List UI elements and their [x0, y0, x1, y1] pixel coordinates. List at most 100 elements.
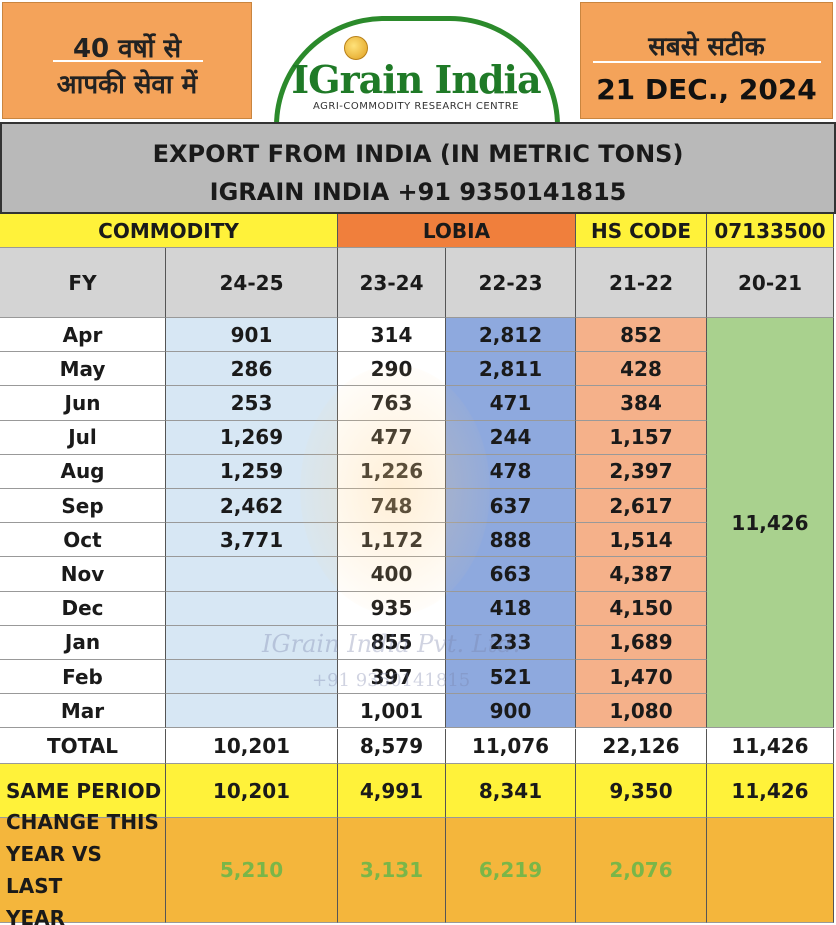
- page-subtitle: IGRAIN INDIA +91 9350141815: [209, 178, 627, 206]
- same-period-cell: 10,201: [166, 764, 338, 818]
- total-cell: 11,426: [707, 729, 834, 764]
- table-cell: 2,397: [576, 454, 707, 489]
- table-cell: 478: [446, 454, 576, 489]
- year-header-22-23: 22-23: [446, 248, 576, 318]
- change-cell: 2,076: [576, 818, 707, 923]
- table-cell: 888: [446, 523, 576, 558]
- table-cell: 1,157: [576, 420, 707, 455]
- change-label-line: YEAR: [6, 906, 66, 925]
- month-label-sep: Sep: [0, 489, 166, 524]
- total-cell: 11,076: [446, 729, 576, 764]
- total-cell: 8,579: [338, 729, 446, 764]
- table-cell: 1,514: [576, 523, 707, 558]
- report-date: 21 DEC., 2024: [596, 73, 817, 106]
- month-label-feb: Feb: [0, 660, 166, 695]
- divider: [53, 60, 203, 62]
- title-band: EXPORT FROM INDIA (IN METRIC TONS) IGRAI…: [0, 122, 836, 214]
- change-cell: 5,210: [166, 818, 338, 923]
- table-cell: 314: [338, 318, 446, 353]
- table-cell: 521: [446, 660, 576, 695]
- fy-header: FY: [0, 248, 166, 318]
- change-cell: [707, 818, 834, 923]
- table-cell: 1,172: [338, 523, 446, 558]
- commodity-value: LOBIA: [338, 214, 576, 248]
- year-header-20-21: 20-21: [707, 248, 834, 318]
- page-title: EXPORT FROM INDIA (IN METRIC TONS): [152, 140, 684, 168]
- table-cell: [166, 660, 338, 695]
- table-cell: 233: [446, 625, 576, 660]
- table-cell: 253: [166, 386, 338, 421]
- table-cell: 763: [338, 386, 446, 421]
- table-cell: 4,150: [576, 591, 707, 626]
- table-cell: 637: [446, 489, 576, 524]
- total-label: TOTAL: [0, 729, 166, 764]
- change-cell: 6,219: [446, 818, 576, 923]
- table-cell: [166, 625, 338, 660]
- table-cell: [166, 694, 338, 729]
- same-period-cell: 9,350: [576, 764, 707, 818]
- total-cell: 22,126: [576, 729, 707, 764]
- table-cell: 471: [446, 386, 576, 421]
- table-cell: 397: [338, 660, 446, 695]
- table-cell: 400: [338, 557, 446, 592]
- hs-code-label: HS CODE: [576, 214, 707, 248]
- table-cell: 1,470: [576, 660, 707, 695]
- commodity-label: COMMODITY: [0, 214, 338, 248]
- same-period-label: SAME PERIOD: [0, 764, 166, 818]
- table-cell: 901: [166, 318, 338, 353]
- table-cell: 290: [338, 352, 446, 387]
- month-label-dec: Dec: [0, 591, 166, 626]
- table-cell: 1,226: [338, 454, 446, 489]
- table-cell: 4,387: [576, 557, 707, 592]
- year-header-21-22: 21-22: [576, 248, 707, 318]
- table-cell: 1,689: [576, 625, 707, 660]
- service-banner: 40 वर्षो से आपकी सेवा में: [2, 2, 252, 119]
- table-cell: 1,259: [166, 454, 338, 489]
- fy-20-21-total-cell: 11,426: [707, 318, 834, 729]
- change-cell: 3,131: [338, 818, 446, 923]
- total-cell: 10,201: [166, 729, 338, 764]
- table-cell: [166, 591, 338, 626]
- change-label-line: CHANGE THIS: [6, 810, 159, 834]
- table-cell: 1,001: [338, 694, 446, 729]
- month-label-jan: Jan: [0, 625, 166, 660]
- table-cell: 2,812: [446, 318, 576, 353]
- table-cell: 900: [446, 694, 576, 729]
- month-label-aug: Aug: [0, 454, 166, 489]
- header: 40 वर्षो से आपकी सेवा में IGrain India A…: [0, 0, 836, 126]
- accuracy-line: सबसे सटीक: [648, 32, 765, 62]
- service-line-2: आपकी सेवा में: [56, 70, 198, 100]
- table-cell: 2,811: [446, 352, 576, 387]
- year-header-24-25: 24-25: [166, 248, 338, 318]
- table-cell: 428: [576, 352, 707, 387]
- table-cell: 244: [446, 420, 576, 455]
- same-period-cell: 11,426: [707, 764, 834, 818]
- hs-code-value: 07133500: [707, 214, 834, 248]
- divider: [593, 61, 821, 63]
- table-cell: 418: [446, 591, 576, 626]
- table-cell: 3,771: [166, 523, 338, 558]
- month-label-may: May: [0, 352, 166, 387]
- change-label: CHANGE THIS YEAR VS LAST YEAR: [0, 810, 166, 925]
- same-period-cell: 4,991: [338, 764, 446, 818]
- month-label-mar: Mar: [0, 694, 166, 729]
- change-label-line: YEAR VS LAST: [6, 842, 102, 898]
- table-cell: 1,269: [166, 420, 338, 455]
- table-cell: 852: [576, 318, 707, 353]
- month-label-apr: Apr: [0, 318, 166, 353]
- month-label-jul: Jul: [0, 420, 166, 455]
- table-cell: 384: [576, 386, 707, 421]
- service-line-1: 40 वर्षो से: [72, 34, 182, 64]
- table-cell: 2,462: [166, 489, 338, 524]
- logo-name: IGrain India: [291, 57, 541, 102]
- month-label-oct: Oct: [0, 523, 166, 558]
- table-cell: 663: [446, 557, 576, 592]
- month-label-nov: Nov: [0, 557, 166, 592]
- table-cell: 286: [166, 352, 338, 387]
- logo: IGrain India AGRI-COMMODITY RESEARCH CEN…: [256, 2, 576, 126]
- table-cell: 748: [338, 489, 446, 524]
- table-cell: 855: [338, 625, 446, 660]
- table-cell: [166, 557, 338, 592]
- logo-badge-icon: [344, 36, 368, 60]
- table-cell: 477: [338, 420, 446, 455]
